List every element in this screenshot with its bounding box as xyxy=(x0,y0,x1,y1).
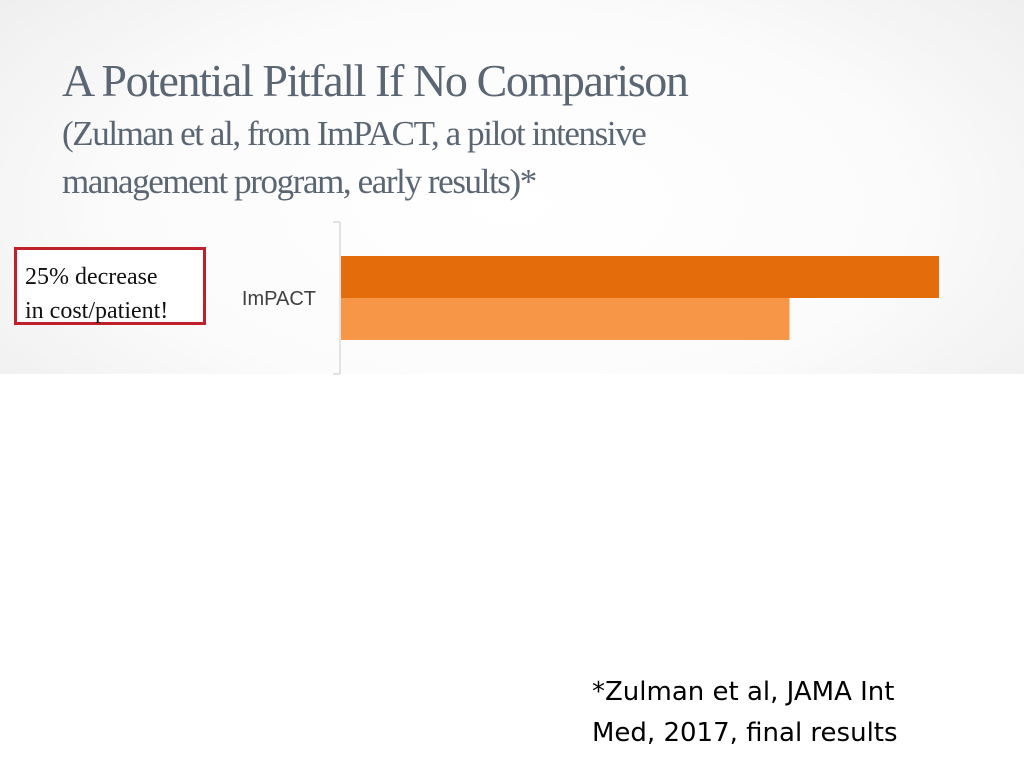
title-main: A Potential Pitfall If No Comparison xyxy=(62,55,689,106)
footnote-line2: Med, 2017, final results xyxy=(592,718,898,748)
category-label: ImPACT xyxy=(242,288,316,310)
cost-bar-chart: ImPACT xyxy=(242,221,939,375)
slide-title: A Potential Pitfall If No Comparison (Zu… xyxy=(62,52,962,206)
title-sub-line2: management program, early results)* xyxy=(62,162,537,201)
callout-box: 25% decrease in cost/patient! xyxy=(14,247,206,325)
bar-after xyxy=(341,298,790,340)
bar-before xyxy=(341,256,939,298)
callout-line1: 25% decrease xyxy=(25,264,158,290)
callout-line2: in cost/patient! xyxy=(25,298,169,324)
footnote: *Zulman et al, JAMA Int Med, 2017, final… xyxy=(592,672,1012,754)
footnote-line1: *Zulman et al, JAMA Int xyxy=(592,677,895,707)
title-sub-line1: (Zulman et al, from ImPACT, a pilot inte… xyxy=(62,114,647,153)
